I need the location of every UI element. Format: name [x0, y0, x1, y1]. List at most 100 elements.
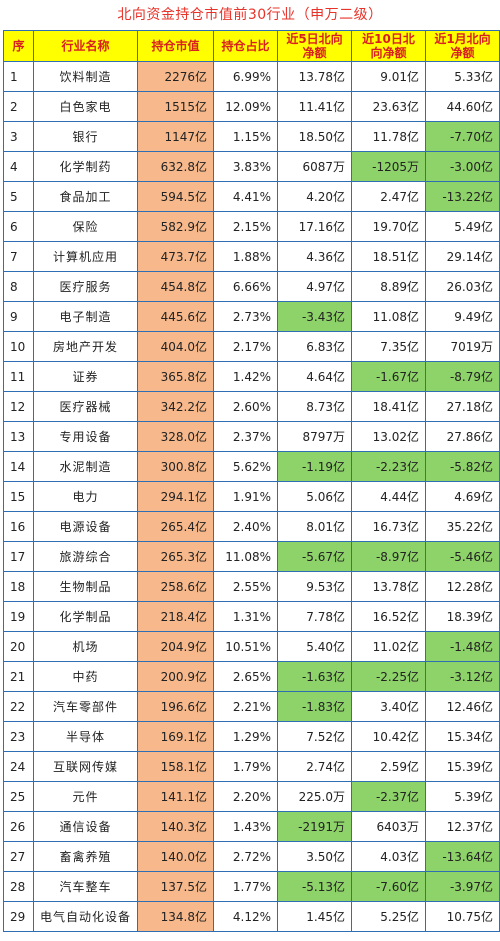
- cell-1month-net: 15.34亿: [425, 721, 500, 752]
- table-row: 28 汽车整车 137.5亿 1.77% -5.13亿 -7.60亿 -3.97亿: [3, 871, 500, 902]
- cell-1month-net: 18.39亿: [425, 601, 500, 632]
- cell-seq: 4: [3, 151, 34, 182]
- table-row: 23 半导体 169.1亿 1.29% 7.52亿 10.42亿 15.34亿: [3, 721, 500, 752]
- cell-10day-net: 5.25亿: [351, 901, 426, 932]
- cell-seq: 1: [3, 61, 34, 92]
- cell-seq: 28: [3, 871, 34, 902]
- cell-holding-ratio: 10.51%: [213, 631, 278, 662]
- cell-holding-value: 169.1亿: [137, 721, 214, 752]
- cell-holding-value: 140.0亿: [137, 841, 214, 872]
- cell-industry-name: 食品加工: [33, 181, 138, 212]
- cell-5day-net: 4.97亿: [277, 271, 352, 302]
- cell-10day-net: -7.60亿: [351, 871, 426, 902]
- cell-industry-name: 机场: [33, 631, 138, 662]
- cell-holding-ratio: 2.40%: [213, 511, 278, 542]
- cell-holding-ratio: 6.99%: [213, 61, 278, 92]
- cell-industry-name: 生物制品: [33, 571, 138, 602]
- cell-holding-value: 140.3亿: [137, 811, 214, 842]
- table-body: 1 饮料制造 2276亿 6.99% 13.78亿 9.01亿 5.33亿 2 白色家电 1515…: [3, 61, 500, 932]
- table-row: 1 饮料制造 2276亿 6.99% 13.78亿 9.01亿 5.33亿: [3, 61, 500, 92]
- cell-seq: 24: [3, 751, 34, 782]
- cell-1month-net: 7019万: [425, 331, 500, 362]
- cell-holding-value: 300.8亿: [137, 451, 214, 482]
- cell-holding-value: 582.9亿: [137, 211, 214, 242]
- cell-holding-ratio: 1.31%: [213, 601, 278, 632]
- cell-1month-net: 4.69亿: [425, 481, 500, 512]
- cell-5day-net: 225.0万: [277, 781, 352, 812]
- cell-1month-net: 15.39亿: [425, 751, 500, 782]
- cell-holding-value: 204.9亿: [137, 631, 214, 662]
- cell-1month-net: 5.49亿: [425, 211, 500, 242]
- cell-1month-net: 44.60亿: [425, 91, 500, 122]
- cell-10day-net: 9.01亿: [351, 61, 426, 92]
- cell-10day-net: 11.02亿: [351, 631, 426, 662]
- cell-1month-net: -3.00亿: [425, 151, 500, 182]
- cell-industry-name: 汽车零部件: [33, 691, 138, 722]
- cell-holding-ratio: 2.60%: [213, 391, 278, 422]
- cell-10day-net: -8.97亿: [351, 541, 426, 572]
- cell-seq: 11: [3, 361, 34, 392]
- cell-holding-value: 196.6亿: [137, 691, 214, 722]
- cell-holding-value: 454.8亿: [137, 271, 214, 302]
- cell-5day-net: 9.53亿: [277, 571, 352, 602]
- cell-5day-net: -3.43亿: [277, 301, 352, 332]
- cell-5day-net: -1.63亿: [277, 661, 352, 692]
- cell-5day-net: 4.64亿: [277, 361, 352, 392]
- table-row: 16 电源设备 265.4亿 2.40% 8.01亿 16.73亿 35.22亿: [3, 511, 500, 542]
- cell-1month-net: -8.79亿: [425, 361, 500, 392]
- cell-holding-ratio: 2.17%: [213, 331, 278, 362]
- cell-holding-value: 265.3亿: [137, 541, 214, 572]
- cell-holding-ratio: 2.15%: [213, 211, 278, 242]
- cell-1month-net: -7.70亿: [425, 121, 500, 152]
- cell-holding-ratio: 2.73%: [213, 301, 278, 332]
- cell-industry-name: 元件: [33, 781, 138, 812]
- cell-5day-net: 3.50亿: [277, 841, 352, 872]
- header-holding-ratio: 持仓占比: [213, 30, 278, 62]
- cell-holding-ratio: 3.83%: [213, 151, 278, 182]
- cell-seq: 3: [3, 121, 34, 152]
- cell-industry-name: 化学制药: [33, 151, 138, 182]
- cell-10day-net: -2.37亿: [351, 781, 426, 812]
- cell-1month-net: 27.18亿: [425, 391, 500, 422]
- cell-seq: 26: [3, 811, 34, 842]
- cell-holding-ratio: 2.21%: [213, 691, 278, 722]
- cell-holding-ratio: 6.66%: [213, 271, 278, 302]
- cell-holding-ratio: 11.08%: [213, 541, 278, 572]
- cell-industry-name: 电子制造: [33, 301, 138, 332]
- cell-1month-net: 5.39亿: [425, 781, 500, 812]
- cell-holding-ratio: 2.37%: [213, 421, 278, 452]
- cell-seq: 6: [3, 211, 34, 242]
- cell-1month-net: 5.33亿: [425, 61, 500, 92]
- cell-industry-name: 中药: [33, 661, 138, 692]
- cell-seq: 23: [3, 721, 34, 752]
- cell-industry-name: 汽车整车: [33, 871, 138, 902]
- cell-industry-name: 互联网传媒: [33, 751, 138, 782]
- cell-holding-value: 342.2亿: [137, 391, 214, 422]
- cell-1month-net: 9.49亿: [425, 301, 500, 332]
- cell-1month-net: 12.46亿: [425, 691, 500, 722]
- cell-5day-net: -5.67亿: [277, 541, 352, 572]
- cell-1month-net: -5.82亿: [425, 451, 500, 482]
- cell-industry-name: 电力: [33, 481, 138, 512]
- cell-5day-net: 5.40亿: [277, 631, 352, 662]
- cell-industry-name: 通信设备: [33, 811, 138, 842]
- cell-holding-value: 218.4亿: [137, 601, 214, 632]
- cell-holding-value: 328.0亿: [137, 421, 214, 452]
- table-row: 24 互联网传媒 158.1亿 1.79% 2.74亿 2.59亿 15.39亿: [3, 751, 500, 782]
- table-row: 9 电子制造 445.6亿 2.73% -3.43亿 11.08亿 9.49亿: [3, 301, 500, 332]
- cell-5day-net: -2191万: [277, 811, 352, 842]
- cell-5day-net: 4.36亿: [277, 241, 352, 272]
- cell-industry-name: 计算机应用: [33, 241, 138, 272]
- cell-holding-ratio: 1.88%: [213, 241, 278, 272]
- cell-seq: 14: [3, 451, 34, 482]
- industry-table: 序 行业名称 持仓市值 持仓占比 近5日北向 净额 近10日北 向净额 近1月北向净…: [3, 30, 500, 932]
- cell-seq: 16: [3, 511, 34, 542]
- table-row: 29 电气自动化设备 134.8亿 4.12% 1.45亿 5.25亿 10.75亿: [3, 901, 500, 932]
- cell-5day-net: 6087万: [277, 151, 352, 182]
- cell-seq: 12: [3, 391, 34, 422]
- cell-industry-name: 保险: [33, 211, 138, 242]
- cell-holding-ratio: 1.91%: [213, 481, 278, 512]
- cell-holding-ratio: 2.72%: [213, 841, 278, 872]
- table-row: 6 保险 582.9亿 2.15% 17.16亿 19.70亿 5.49亿: [3, 211, 500, 242]
- table-row: 11 证券 365.8亿 1.42% 4.64亿 -1.67亿 -8.79亿: [3, 361, 500, 392]
